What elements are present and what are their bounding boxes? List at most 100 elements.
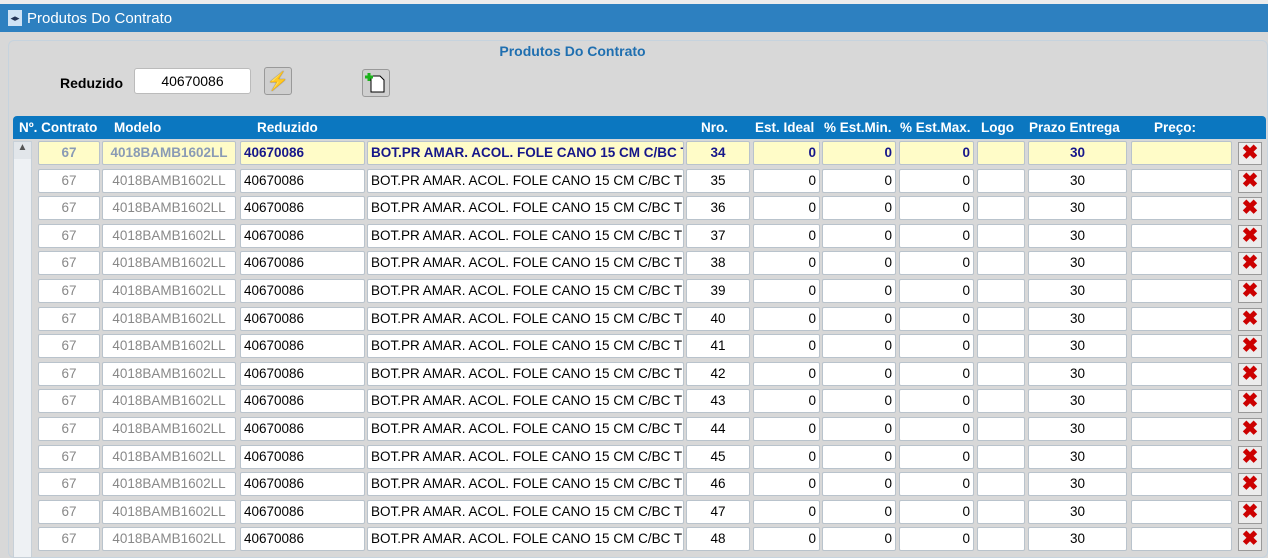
cell-prazo[interactable]: 30	[1028, 196, 1127, 221]
cell-ideal[interactable]: 0	[753, 306, 820, 331]
cell-min[interactable]: 0	[822, 472, 896, 497]
cell-max[interactable]: 0	[899, 251, 974, 276]
cell-max[interactable]: 0	[899, 527, 974, 552]
cell-contrato[interactable]: 67	[38, 334, 100, 359]
cell-max[interactable]: 0	[899, 499, 974, 524]
delete-row-button[interactable]: ✖	[1238, 473, 1262, 497]
cell-reduzido[interactable]: 40670086	[240, 196, 365, 221]
cell-ideal[interactable]: 0	[753, 141, 820, 165]
cell-max[interactable]: 0	[899, 389, 974, 414]
cell-descricao[interactable]: BOT.PR AMAR. ACOL. FOLE CANO 15 CM C/BC …	[367, 334, 684, 359]
cell-modelo[interactable]: 4018BAMB1602LL	[102, 472, 236, 497]
cell-modelo[interactable]: 4018BAMB1602LL	[102, 168, 236, 193]
cell-min[interactable]: 0	[822, 279, 896, 303]
cell-contrato[interactable]: 67	[38, 527, 100, 552]
cell-nro[interactable]: 37	[686, 223, 750, 248]
cell-logo[interactable]	[977, 196, 1025, 221]
cell-modelo[interactable]: 4018BAMB1602LL	[102, 527, 236, 552]
cell-nro[interactable]: 36	[686, 196, 750, 221]
cell-reduzido[interactable]: 40670086	[240, 499, 365, 524]
cell-nro[interactable]: 41	[686, 334, 750, 359]
cell-min[interactable]: 0	[822, 251, 896, 276]
cell-descricao[interactable]: BOT.PR AMAR. ACOL. FOLE CANO 15 CM C/BC …	[367, 223, 684, 248]
delete-row-button[interactable]: ✖	[1238, 445, 1262, 469]
cell-descricao[interactable]: BOT.PR AMAR. ACOL. FOLE CANO 15 CM C/BC …	[367, 306, 684, 331]
cell-preco[interactable]	[1131, 168, 1232, 193]
cell-descricao[interactable]: BOT.PR AMAR. ACOL. FOLE CANO 15 CM C/BC …	[367, 361, 684, 386]
cell-contrato[interactable]: 67	[38, 141, 100, 165]
cell-reduzido[interactable]: 40670086	[240, 389, 365, 414]
cell-contrato[interactable]: 67	[38, 361, 100, 386]
cell-reduzido[interactable]: 40670086	[240, 168, 365, 193]
delete-row-button[interactable]: ✖	[1238, 528, 1262, 552]
cell-max[interactable]: 0	[899, 417, 974, 441]
cell-prazo[interactable]: 30	[1028, 472, 1127, 497]
cell-logo[interactable]	[977, 499, 1025, 524]
cell-ideal[interactable]: 0	[753, 361, 820, 386]
cell-min[interactable]: 0	[822, 417, 896, 441]
cell-reduzido[interactable]: 40670086	[240, 251, 365, 276]
cell-descricao[interactable]: BOT.PR AMAR. ACOL. FOLE CANO 15 CM C/BC …	[367, 389, 684, 414]
cell-max[interactable]: 0	[899, 141, 974, 165]
cell-prazo[interactable]: 30	[1028, 444, 1127, 469]
cell-modelo[interactable]: 4018BAMB1602LL	[102, 334, 236, 359]
delete-row-button[interactable]: ✖	[1238, 500, 1262, 524]
cell-prazo[interactable]: 30	[1028, 389, 1127, 414]
cell-modelo[interactable]: 4018BAMB1602LL	[102, 389, 236, 414]
delete-row-button[interactable]: ✖	[1238, 169, 1262, 193]
cell-prazo[interactable]: 30	[1028, 251, 1127, 276]
cell-nro[interactable]: 34	[686, 141, 750, 165]
cell-logo[interactable]	[977, 141, 1025, 165]
cell-max[interactable]: 0	[899, 223, 974, 248]
cell-descricao[interactable]: BOT.PR AMAR. ACOL. FOLE CANO 15 CM C/BC …	[367, 417, 684, 441]
cell-descricao[interactable]: BOT.PR AMAR. ACOL. FOLE CANO 15 CM C/BC …	[367, 168, 684, 193]
cell-reduzido[interactable]: 40670086	[240, 223, 365, 248]
cell-nro[interactable]: 47	[686, 499, 750, 524]
cell-preco[interactable]	[1131, 527, 1232, 552]
cell-modelo[interactable]: 4018BAMB1602LL	[102, 223, 236, 248]
cell-nro[interactable]: 39	[686, 279, 750, 303]
cell-ideal[interactable]: 0	[753, 389, 820, 414]
cell-nro[interactable]: 38	[686, 251, 750, 276]
cell-descricao[interactable]: BOT.PR AMAR. ACOL. FOLE CANO 15 CM C/BC …	[367, 251, 684, 276]
cell-min[interactable]: 0	[822, 334, 896, 359]
cell-logo[interactable]	[977, 361, 1025, 386]
reduzido-input[interactable]: 40670086	[134, 68, 251, 94]
cell-reduzido[interactable]: 40670086	[240, 417, 365, 441]
cell-logo[interactable]	[977, 334, 1025, 359]
cell-reduzido[interactable]: 40670086	[240, 334, 365, 359]
cell-ideal[interactable]: 0	[753, 251, 820, 276]
cell-ideal[interactable]: 0	[753, 472, 820, 497]
cell-descricao[interactable]: BOT.PR AMAR. ACOL. FOLE CANO 15 CM C/BC …	[367, 472, 684, 497]
cell-preco[interactable]	[1131, 141, 1232, 165]
cell-ideal[interactable]: 0	[753, 444, 820, 469]
cell-min[interactable]: 0	[822, 361, 896, 386]
cell-reduzido[interactable]: 40670086	[240, 472, 365, 497]
delete-row-button[interactable]: ✖	[1238, 197, 1262, 221]
cell-prazo[interactable]: 30	[1028, 223, 1127, 248]
cell-logo[interactable]	[977, 168, 1025, 193]
cell-modelo[interactable]: 4018BAMB1602LL	[102, 279, 236, 303]
cell-contrato[interactable]: 67	[38, 223, 100, 248]
cell-contrato[interactable]: 67	[38, 251, 100, 276]
cell-nro[interactable]: 45	[686, 444, 750, 469]
cell-descricao[interactable]: BOT.PR AMAR. ACOL. FOLE CANO 15 CM C/BC …	[367, 444, 684, 469]
cell-preco[interactable]	[1131, 306, 1232, 331]
cell-preco[interactable]	[1131, 472, 1232, 497]
cell-logo[interactable]	[977, 223, 1025, 248]
vertical-scrollbar[interactable]: ▲	[13, 141, 32, 558]
cell-preco[interactable]	[1131, 389, 1232, 414]
cell-prazo[interactable]: 30	[1028, 527, 1127, 552]
cell-preco[interactable]	[1131, 499, 1232, 524]
cell-descricao[interactable]: BOT.PR AMAR. ACOL. FOLE CANO 15 CM C/BC …	[367, 279, 684, 303]
cell-logo[interactable]	[977, 444, 1025, 469]
cell-min[interactable]: 0	[822, 306, 896, 331]
cell-contrato[interactable]: 67	[38, 444, 100, 469]
cell-nro[interactable]: 48	[686, 527, 750, 552]
cell-modelo[interactable]: 4018BAMB1602LL	[102, 251, 236, 276]
cell-min[interactable]: 0	[822, 499, 896, 524]
cell-reduzido[interactable]: 40670086	[240, 279, 365, 303]
cell-logo[interactable]	[977, 279, 1025, 303]
cell-reduzido[interactable]: 40670086	[240, 527, 365, 552]
delete-row-button[interactable]: ✖	[1238, 224, 1262, 248]
